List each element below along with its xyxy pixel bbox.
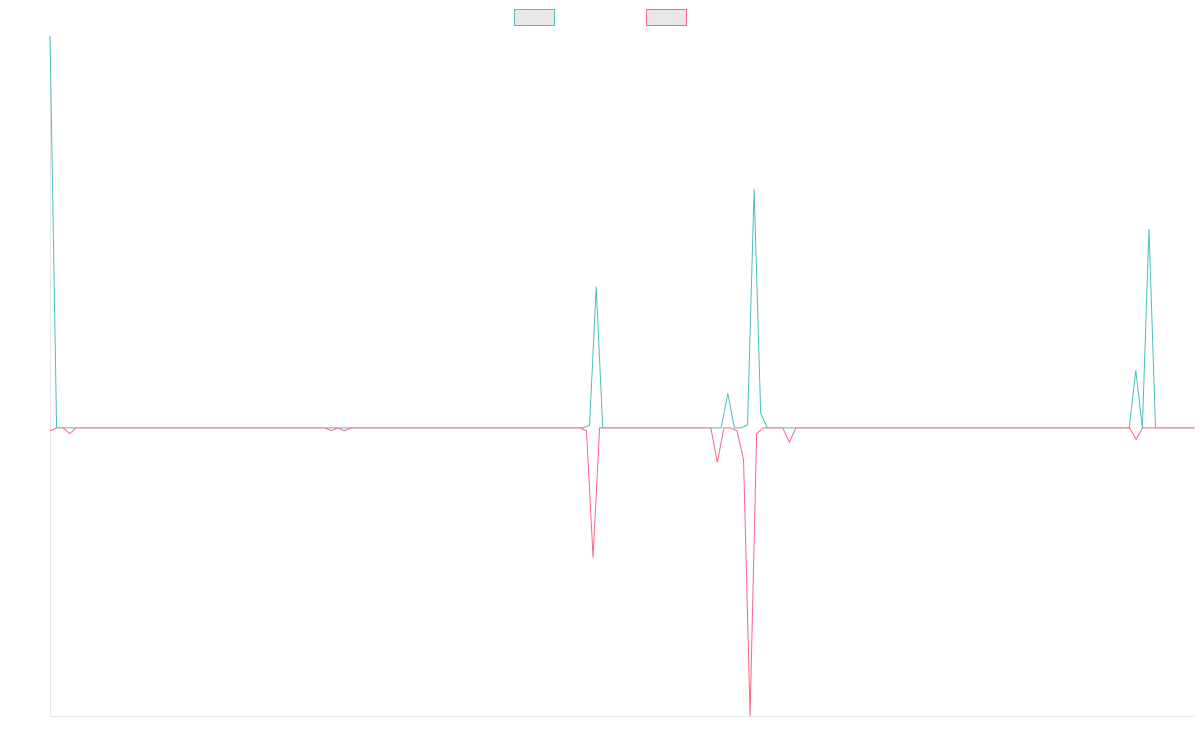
- legend: [514, 9, 687, 26]
- legend-swatch-2[interactable]: [646, 9, 687, 26]
- series-line-1: [49, 35, 1195, 429]
- series-line-2: [49, 427, 1195, 717]
- axes: [50, 36, 1195, 717]
- legend-swatch-1[interactable]: [514, 9, 555, 26]
- series-layer: [49, 35, 1195, 717]
